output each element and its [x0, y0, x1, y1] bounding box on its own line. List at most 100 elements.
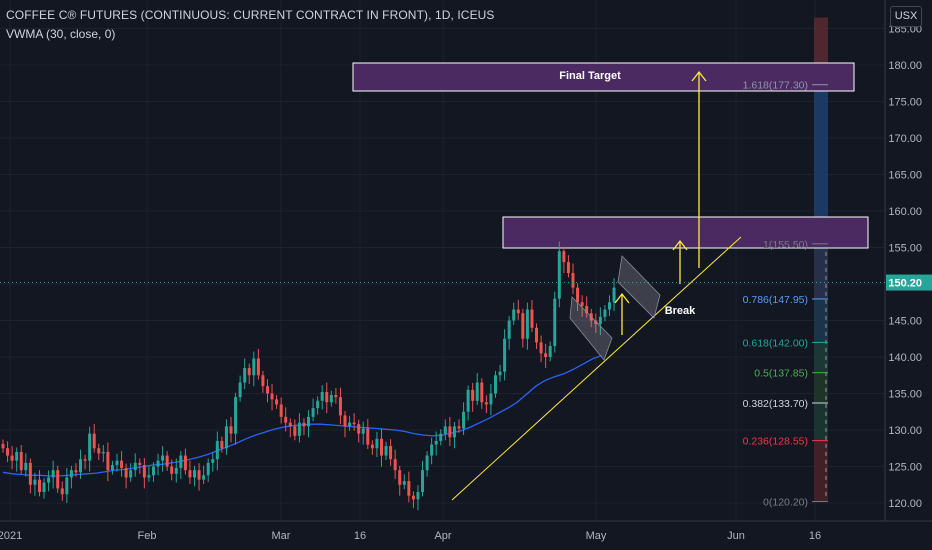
candle: [293, 426, 297, 436]
candle: [79, 459, 83, 473]
candle: [480, 382, 484, 403]
price-tick: 170.00: [888, 133, 922, 145]
candle: [270, 393, 274, 400]
fib-band: [814, 372, 828, 403]
fibonacci-labels: 1.618(177.30) 1(155.50) 0.786(147.95) 0.618…: [743, 80, 828, 509]
fib-label: 1.618(177.30): [743, 80, 808, 92]
candle: [69, 470, 73, 478]
candle: [42, 482, 46, 493]
candle: [311, 408, 315, 417]
candle: [466, 389, 470, 412]
break-label: Break: [665, 305, 696, 317]
candle: [56, 470, 60, 489]
candle: [402, 481, 406, 485]
candle: [566, 262, 570, 274]
candle: [462, 411, 466, 429]
candle: [170, 466, 174, 474]
fib-label: 1(155.50): [763, 239, 808, 251]
candle: [83, 459, 87, 461]
candle: [576, 287, 580, 303]
candle: [452, 426, 456, 438]
candle: [411, 495, 415, 500]
candle: [193, 470, 197, 478]
candle: [548, 346, 552, 357]
candle: [530, 309, 534, 328]
candle: [407, 481, 411, 496]
candle: [562, 251, 566, 263]
time-tick: May: [586, 530, 607, 542]
candle: [512, 309, 516, 321]
price-tick: 145.00: [888, 316, 922, 328]
candle: [202, 475, 206, 480]
fib-band: [814, 243, 828, 299]
candle: [183, 455, 187, 471]
candle: [224, 426, 228, 449]
price-tick: 160.00: [888, 206, 922, 218]
price-tick: 175.00: [888, 97, 922, 109]
candle: [484, 402, 488, 405]
candle: [557, 251, 561, 299]
candle: [434, 440, 438, 445]
candle: [457, 426, 461, 429]
candle: [316, 400, 320, 409]
candle: [361, 428, 365, 434]
fib-label: 0.786(147.95): [743, 294, 808, 306]
last-price-value: 150.20: [888, 278, 922, 290]
candle: [120, 460, 124, 468]
candle: [279, 404, 283, 417]
indicator-legend[interactable]: VWMA (30, close, 0): [6, 27, 116, 41]
candle: [151, 466, 155, 476]
candle: [165, 455, 169, 467]
candle: [28, 462, 32, 485]
candle: [256, 358, 260, 376]
candle: [535, 327, 539, 343]
time-axis-bg: [0, 521, 932, 550]
candle: [389, 446, 393, 460]
fib-band: [814, 402, 828, 441]
time-tick: Mar: [272, 530, 291, 542]
candle: [503, 338, 507, 372]
candle: [124, 467, 128, 478]
candle: [603, 309, 607, 317]
candle: [329, 394, 333, 403]
fib-band: [814, 440, 828, 502]
currency-button[interactable]: USX: [890, 6, 922, 27]
candle: [425, 455, 429, 471]
candle: [10, 455, 14, 461]
candle: [338, 397, 342, 416]
candle: [284, 416, 288, 423]
candle: [206, 462, 210, 476]
candle: [65, 477, 69, 495]
arrow-final-target-head: [691, 70, 707, 82]
candle: [594, 320, 598, 325]
arrow-flag-1-head: [614, 292, 630, 304]
candle: [60, 488, 64, 495]
candle: [47, 477, 51, 483]
candle: [507, 320, 511, 339]
candle: [238, 382, 242, 398]
price-tick: 140.00: [888, 352, 922, 364]
price-tick: 155.00: [888, 243, 922, 255]
time-tick: 2021: [0, 530, 22, 542]
candle: [307, 416, 311, 427]
candle: [393, 459, 397, 471]
candle: [252, 358, 256, 376]
candle: [188, 470, 192, 478]
candle: [211, 459, 215, 463]
fib-label: 0(120.20): [763, 497, 808, 509]
candle: [1, 443, 5, 449]
final-target-label: Final Target: [559, 70, 621, 82]
fib-band: [814, 298, 828, 343]
candle: [544, 353, 548, 357]
candle: [33, 479, 37, 485]
candle: [15, 451, 19, 461]
candle: [352, 422, 356, 425]
trendline: [451, 236, 742, 501]
candle: [448, 426, 452, 438]
candle: [24, 462, 28, 471]
candle: [439, 433, 443, 441]
candle: [234, 397, 238, 434]
candle: [430, 444, 434, 456]
